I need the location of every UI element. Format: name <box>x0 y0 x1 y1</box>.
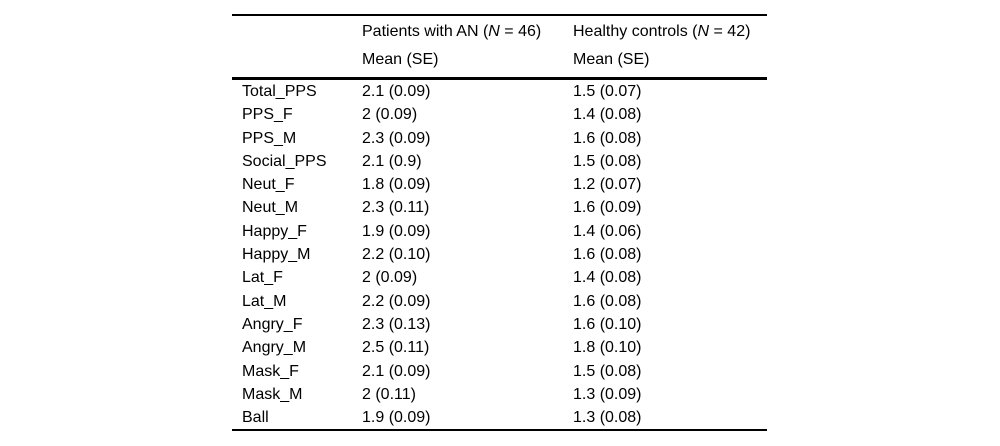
table-row: Happy_M 2.2 (0.10) 1.6 (0.08) <box>232 243 767 266</box>
header-n-italic: N <box>488 23 500 40</box>
header-text-prefix: Healthy controls ( <box>573 23 698 40</box>
row-label: Mask_F <box>242 362 299 380</box>
hc-mean-se-value: 1.5 (0.07) <box>573 83 642 100</box>
hc-mean-se-value: 1.4 (0.08) <box>573 269 642 287</box>
row-label: Social_PPS <box>242 152 327 170</box>
row-label: Neut_F <box>242 176 295 194</box>
hc-mean-se-value: 1.2 (0.07) <box>573 176 642 194</box>
hc-mean-se-value: 1.4 (0.06) <box>573 222 642 240</box>
an-mean-se-value: 2.5 (0.11) <box>362 339 430 357</box>
an-mean-se-value: 2.3 (0.09) <box>362 129 431 147</box>
an-mean-se-value: 2.2 (0.10) <box>362 246 431 264</box>
table-row: Ball 1.9 (0.09) 1.3 (0.08) <box>232 406 767 429</box>
table-row: Lat_M 2.2 (0.09) 1.6 (0.08) <box>232 290 767 313</box>
table-row: Angry_F 2.3 (0.13) 1.6 (0.10) <box>232 313 767 336</box>
row-label: Total_PPS <box>242 83 317 100</box>
row-label: PPS_M <box>242 129 297 147</box>
column-header-patients-an: Patients with AN (N = 46) <box>362 22 573 42</box>
hc-mean-se-value: 1.3 (0.09) <box>573 385 642 403</box>
row-label: PPS_F <box>242 106 293 124</box>
hc-mean-se-value: 1.6 (0.10) <box>573 315 642 333</box>
hc-mean-se-value: 1.3 (0.08) <box>573 409 642 427</box>
table-body: Total_PPS 2.1 (0.09) 1.5 (0.07) PPS_F 2 … <box>232 80 767 432</box>
row-label: Happy_M <box>242 246 311 264</box>
table-header: Patients with AN (N = 46) Mean (SE) Heal… <box>232 14 767 80</box>
hc-mean-se-value: 1.6 (0.08) <box>573 129 642 147</box>
group-means-table: Patients with AN (N = 46) Mean (SE) Heal… <box>232 14 767 432</box>
row-label: Angry_F <box>242 315 303 333</box>
row-label: Ball <box>242 409 269 427</box>
hc-mean-se-value: 1.8 (0.10) <box>573 339 642 357</box>
an-mean-se-value: 2 (0.11) <box>362 385 416 403</box>
table-row: Total_PPS 2.1 (0.09) 1.5 (0.07) <box>232 80 767 103</box>
an-mean-se-value: 2.3 (0.13) <box>362 315 431 333</box>
header-text-suffix: = 46) <box>499 23 542 40</box>
hc-mean-se-value: 1.6 (0.09) <box>573 199 642 217</box>
header-text-suffix: = 42) <box>709 23 751 40</box>
row-label: Lat_M <box>242 292 287 310</box>
an-mean-se-value: 1.9 (0.09) <box>362 222 431 240</box>
column-header-healthy-controls: Healthy controls (N = 42) <box>573 22 767 42</box>
subheader-mean-se-an: Mean (SE) <box>362 51 439 68</box>
table-row: Lat_F 2 (0.09) 1.4 (0.08) <box>232 266 767 289</box>
table-row: Angry_M 2.5 (0.11) 1.8 (0.10) <box>232 336 767 359</box>
header-cell-patients-an: Patients with AN (N = 46) Mean (SE) <box>362 16 573 77</box>
hc-mean-se-value: 1.6 (0.08) <box>573 246 642 264</box>
header-n-italic: N <box>697 23 710 40</box>
table-row: Neut_F 1.8 (0.09) 1.2 (0.07) <box>232 173 767 196</box>
an-mean-se-value: 1.9 (0.09) <box>362 409 431 427</box>
header-cell-healthy-controls: Healthy controls (N = 42) Mean (SE) <box>573 16 767 77</box>
an-mean-se-value: 2 (0.09) <box>362 269 418 287</box>
hc-mean-se-value: 1.5 (0.08) <box>573 362 642 380</box>
table-row: Mask_F 2.1 (0.09) 1.5 (0.08) <box>232 360 767 383</box>
table-row: PPS_F 2 (0.09) 1.4 (0.08) <box>232 103 767 126</box>
table-row: Neut_M 2.3 (0.11) 1.6 (0.09) <box>232 196 767 219</box>
row-label: Neut_M <box>242 199 299 217</box>
row-label: Angry_M <box>242 339 307 357</box>
table-row: Mask_M 2 (0.11) 1.3 (0.09) <box>232 383 767 406</box>
an-mean-se-value: 1.8 (0.09) <box>362 176 431 194</box>
an-mean-se-value: 2.1 (0.09) <box>362 362 431 380</box>
an-mean-se-value: 2.3 (0.11) <box>362 199 430 217</box>
table-row: PPS_M 2.3 (0.09) 1.6 (0.08) <box>232 127 767 150</box>
an-mean-se-value: 2.1 (0.9) <box>362 152 422 170</box>
subheader-mean-se-hc: Mean (SE) <box>573 51 650 68</box>
hc-mean-se-value: 1.5 (0.08) <box>573 152 642 170</box>
hc-mean-se-value: 1.6 (0.08) <box>573 292 642 310</box>
an-mean-se-value: 2.1 (0.09) <box>362 83 431 100</box>
row-label: Happy_F <box>242 222 307 240</box>
an-mean-se-value: 2.2 (0.09) <box>362 292 431 310</box>
header-empty-cell <box>232 16 362 77</box>
an-mean-se-value: 2 (0.09) <box>362 106 418 124</box>
table-row: Social_PPS 2.1 (0.9) 1.5 (0.08) <box>232 150 767 173</box>
row-label: Mask_M <box>242 385 303 403</box>
row-label: Lat_F <box>242 269 283 287</box>
table-row: Happy_F 1.9 (0.09) 1.4 (0.06) <box>232 220 767 243</box>
header-text-prefix: Patients with AN ( <box>362 23 489 40</box>
hc-mean-se-value: 1.4 (0.08) <box>573 106 642 124</box>
